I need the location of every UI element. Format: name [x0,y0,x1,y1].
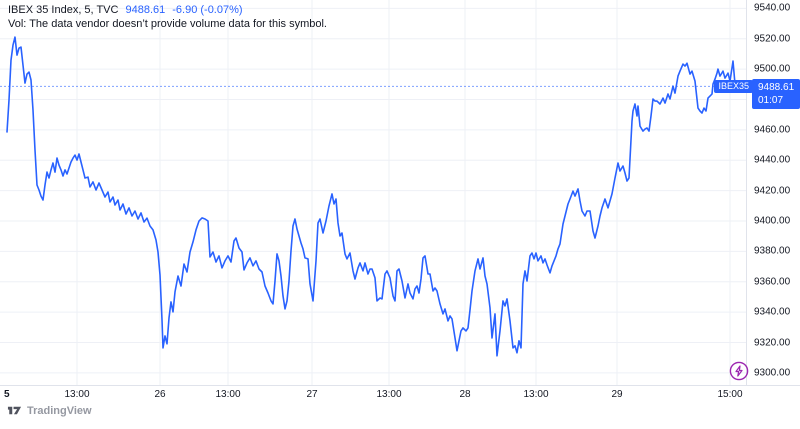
price-tick: 9540.00 [754,2,791,14]
price-chart-pane[interactable] [0,0,746,385]
price-tick: 9520.00 [754,33,791,45]
time-axis[interactable]: 5 13:00 26 13:00 27 13:00 28 13:00 29 15:00 [0,385,800,403]
price-axis[interactable]: 9540.00 9520.00 9500.00 9460.00 9440.00 9420.… [746,0,800,386]
tradingview-attribution[interactable]: TradingView [7,404,92,417]
time-tick: 13:00 [376,389,402,400]
time-tick: 15:00 [717,389,743,400]
volume-indicator-note: Vol: The data vendor doesn’t provide vol… [8,18,327,30]
price-tick: 9360.00 [754,276,791,288]
symbol-title[interactable]: IBEX 35 Index, 5, TVC [8,4,119,16]
grid-horizontal [0,7,746,374]
legend-last-price: 9488.61 [125,4,166,16]
badge-countdown: 01:07 [758,95,784,106]
price-tick: 9300.00 [754,367,791,379]
price-line-series[interactable] [6,36,738,357]
lightning-button[interactable] [727,359,751,383]
time-tick: 28 [459,389,471,400]
price-tick: 9460.00 [754,124,791,136]
tradingview-logo-icon [7,406,22,415]
time-tick: 29 [611,389,623,400]
chart-legend: IBEX 35 Index, 5, TVC 9488.61 -6.90 (-0.07… [8,3,243,17]
time-tick: 26 [154,389,166,400]
lightning-icon [729,361,749,381]
badge-price: 9488.61 [758,82,795,93]
time-tick: 13:00 [64,389,90,400]
price-tick: 9320.00 [754,337,791,348]
price-tick: 9340.00 [754,306,791,318]
legend-price-change: -6.90 (-0.07%) [172,4,243,16]
time-tick: 5 [4,389,10,400]
time-tick: 13:00 [215,389,241,400]
symbol-name-badge: IBEX35 [714,80,753,93]
price-tick: 9380.00 [754,245,791,257]
tradingview-logo-text: TradingView [27,404,92,417]
price-tick: 9500.00 [754,63,791,75]
grid-vertical [76,0,731,385]
price-tick: 9420.00 [754,185,791,197]
time-tick: 27 [306,389,318,400]
time-tick: 13:00 [523,389,549,400]
last-price-badge: 9488.61 01:07 [752,79,800,109]
price-tick: 9400.00 [754,215,791,227]
price-tick: 9440.00 [754,154,791,166]
